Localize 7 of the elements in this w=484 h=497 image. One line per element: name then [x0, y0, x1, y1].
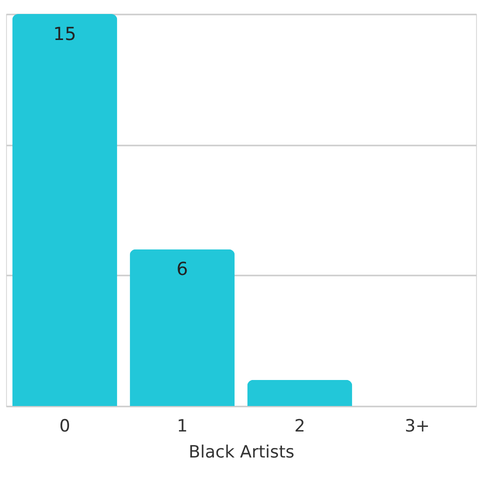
- x-tick-label: 2: [294, 416, 306, 436]
- data-label: 15: [53, 24, 76, 45]
- x-axis-title: Black Artists: [188, 442, 295, 462]
- x-tick-label: 0: [59, 416, 70, 436]
- x-tick-label: 3+: [404, 416, 430, 436]
- data-label: 6: [176, 259, 188, 280]
- x-tick-label: 1: [176, 416, 188, 436]
